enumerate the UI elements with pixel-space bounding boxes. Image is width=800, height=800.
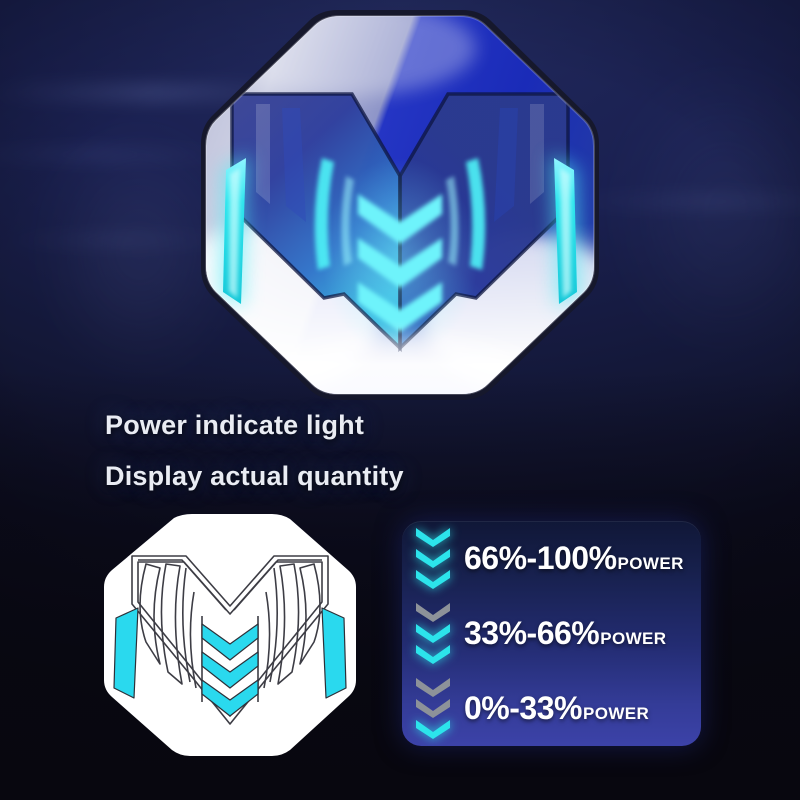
outline-wing-right-2 bbox=[277, 563, 300, 685]
hero-side-light-left bbox=[218, 154, 250, 308]
legend-chevron-off-icon bbox=[416, 699, 450, 718]
legend-chevron-column bbox=[402, 521, 464, 596]
hero-rail-left bbox=[314, 158, 334, 270]
hero-rail-right bbox=[466, 158, 486, 270]
legend-suffix-text: POWER bbox=[617, 554, 684, 573]
legend-label: 66%-100% POWER bbox=[464, 540, 684, 577]
hero-chevron-2 bbox=[358, 238, 442, 288]
hero-vent-right-2 bbox=[494, 108, 518, 222]
outline-chevron-1 bbox=[201, 623, 259, 661]
hero-chevron-3 bbox=[358, 282, 442, 332]
legend-row-high: 66%-100% POWER bbox=[402, 521, 701, 596]
hero-vent-left-2 bbox=[282, 108, 306, 222]
legend-suffix-text: POWER bbox=[600, 629, 667, 648]
legend-range-text: 66%-100% bbox=[464, 540, 617, 576]
legend-chevron-on-icon bbox=[416, 645, 450, 664]
legend-chevron-off-icon bbox=[416, 678, 450, 697]
outline-wing-left-4 bbox=[189, 591, 197, 689]
legend-chevron-column bbox=[402, 671, 464, 746]
legend-row-low: 0%-33% POWER bbox=[402, 671, 701, 746]
outline-wing-left-3 bbox=[182, 567, 191, 683]
legend-chevron-off-icon bbox=[416, 603, 450, 622]
legend-chevron-on-icon bbox=[416, 720, 450, 739]
legend-row-medium: 33%-66% POWER bbox=[402, 596, 701, 671]
outline-wing-right-4 bbox=[263, 591, 271, 689]
legend-chevron-on-icon bbox=[416, 528, 450, 547]
product-line-drawing-svg bbox=[104, 514, 356, 756]
outline-top-plate-right bbox=[233, 559, 322, 611]
hero-chevron-1 bbox=[358, 194, 442, 244]
hero-side-light-right bbox=[550, 154, 582, 308]
outline-wing-right-1 bbox=[299, 563, 321, 665]
product-line-drawing bbox=[90, 512, 370, 760]
hero-product-image bbox=[156, 0, 644, 432]
legend-label: 33%-66% POWER bbox=[464, 615, 666, 652]
hero-vent-right-1 bbox=[530, 104, 544, 204]
outline-wing-left-2 bbox=[160, 563, 183, 685]
hero-bottom-bloom bbox=[225, 336, 575, 394]
outline-body bbox=[104, 514, 356, 756]
power-level-legend: 66%-100% POWER 33%-66% POWER 0%-33% bbox=[402, 521, 701, 746]
legend-label: 0%-33% POWER bbox=[464, 690, 649, 727]
hero-chevron-group bbox=[322, 158, 478, 358]
legend-chevron-on-icon bbox=[416, 570, 450, 589]
outline-chevron-2 bbox=[201, 651, 259, 689]
outline-wing-left-1 bbox=[139, 563, 161, 665]
legend-suffix-text: POWER bbox=[582, 704, 650, 723]
outline-side-light-left bbox=[113, 607, 139, 699]
caption-display-actual-quantity: Display actual quantity bbox=[105, 461, 404, 491]
hero-vent-left-1 bbox=[256, 104, 270, 204]
outline-chevron-3 bbox=[201, 679, 259, 717]
outline-side-light-right bbox=[321, 607, 347, 699]
outline-side-lights bbox=[113, 607, 347, 699]
hero-product-svg bbox=[201, 10, 599, 400]
legend-range-text: 33%-66% bbox=[464, 615, 600, 651]
legend-range-text: 0%-33% bbox=[464, 690, 582, 726]
legend-chevron-on-icon bbox=[416, 624, 450, 643]
legend-chevron-on-icon bbox=[416, 549, 450, 568]
caption-power-indicate-light: Power indicate light bbox=[105, 410, 365, 440]
outline-v-main bbox=[131, 555, 329, 725]
outline-wing-right-3 bbox=[269, 567, 278, 683]
legend-chevron-column bbox=[402, 596, 464, 671]
hero-rim-highlight bbox=[205, 15, 595, 395]
outline-chevron-group bbox=[201, 623, 259, 717]
outline-top-plate-left bbox=[138, 559, 227, 611]
